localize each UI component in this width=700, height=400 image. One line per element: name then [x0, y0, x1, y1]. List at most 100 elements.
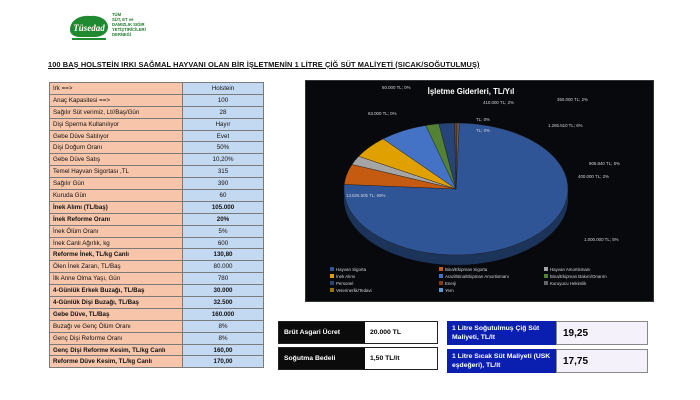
logo-wordmark: Tüsedad — [73, 23, 105, 33]
cooled-milk-cost-label: 1 Litre Soğutulmuş Çiğ Süt Maliyeti, TL/… — [447, 321, 556, 345]
parameter-label: Dişi Doğum Oranı — [49, 141, 183, 155]
legend-entry: Yem — [445, 288, 454, 293]
parameter-value: 390 — [182, 177, 264, 191]
parameter-label: Irk ==> — [49, 82, 183, 95]
parameter-label: Gebe Düve, TL/Baş — [49, 307, 183, 321]
legend-entry: Kuruyucu Hekimlik — [550, 281, 587, 286]
warm-milk-cost-label: 1 Litre Sıcak Süt Maliyeti (USK eşdeğeri… — [447, 349, 556, 373]
legend-swatch — [544, 281, 548, 285]
parameter-row: Sağılır Süt verimiz, Lt//Baş/Gün 28 — [49, 105, 264, 119]
parameter-row: Sağılır Gün 390 — [49, 177, 264, 191]
parameter-value: 28 — [182, 105, 264, 119]
legend-swatch — [439, 288, 443, 292]
pie-data-label: 13.825.505 TL; 69% — [346, 193, 386, 198]
legend-swatch — [330, 274, 334, 278]
parameter-label: Sağılır Gün — [49, 177, 183, 191]
parameter-value: 30.000 — [182, 284, 264, 298]
parameter-row: Gebe Düve Satış 10,20% — [49, 153, 264, 167]
pie-data-label: 400.000 TL; 2% — [578, 174, 609, 179]
parameter-row: Ölen İnek Zararı, TL/Baş 80.000 — [49, 260, 264, 274]
legend-entry: Hayvan Amortismanı — [550, 267, 591, 272]
parameter-row: İnek Canlı Ağırlık, kg 600 — [49, 236, 264, 250]
parameter-label: 4-Günlük Erkek Buzağı, TL/Baş — [49, 284, 183, 298]
association-logo: Tüsedad — [70, 15, 108, 40]
parameter-value: 105.000 — [182, 200, 264, 214]
parameters-table: Irk ==> Holstein Anaç Kapasitesi ==> 100 Sa… — [49, 82, 264, 369]
legend-entry: Bina/Ekipman Bakım/Onarım — [550, 274, 607, 279]
legend-swatch — [330, 267, 334, 271]
parameter-value: Evet — [182, 129, 264, 143]
parameter-row: Gebe Düve Satılıyor Evet — [49, 129, 264, 143]
parameter-label: Gebe Düve Satılıyor — [49, 129, 183, 143]
parameter-value: 780 — [182, 272, 264, 286]
parameter-label: Kuruda Gün — [49, 189, 183, 202]
parameter-row: Temel Hayvan Sigortası ,TL 315 — [49, 165, 264, 179]
pie-data-label: 905.840 TL; 5% — [589, 161, 620, 166]
parameter-value: 8% — [182, 319, 264, 333]
parameter-row: İnek Reforme Oranı 20% — [49, 212, 264, 226]
parameter-value: 5% — [182, 224, 264, 238]
legend-entry: Enerji — [445, 281, 456, 286]
parameter-label: Anaç Kapasitesi ==> — [49, 93, 183, 107]
parameter-value: 315 — [182, 165, 264, 179]
minimum-wage-label: Brüt Asgari Ücret — [279, 322, 365, 343]
parameter-row: Reforme İnek, TL/kg Canlı 130,80 — [49, 248, 264, 262]
legend-swatch — [439, 267, 443, 271]
parameter-value: 60 — [182, 189, 264, 202]
legend-entry: Bina/Ekipman Sigorta — [445, 267, 488, 272]
expenses-pie-chart: İşletme Giderleri, TL/Yıl 13.825.505 TL; … — [305, 80, 654, 302]
cost-results: 1 Litre Soğutulmuş Çiğ Süt Maliyeti, TL/… — [447, 321, 667, 377]
legend-entry: İnek Alımı — [336, 274, 355, 279]
parameter-row: Dişi Doğum Oranı 50% — [49, 141, 264, 155]
legend-entry: Hayvan Sigorta — [336, 267, 367, 272]
parameter-row: Genç Dişi Reforme Oranı 8% — [49, 331, 264, 345]
parameter-row: 4-Günlük Dişi Buzağı, TL/Baş 32.500 — [49, 296, 264, 309]
parameter-row: Dişi Sperma Kullanılıyor Hayır — [49, 117, 264, 131]
parameter-value: 160.000 — [182, 307, 264, 321]
parameter-label: Reforme İnek, TL/kg Canlı — [49, 248, 183, 262]
warm-milk-cost-row: 1 Litre Sıcak Süt Maliyeti (USK eşdeğeri… — [447, 349, 667, 373]
parameter-value: 20% — [182, 212, 264, 226]
parameter-row: İlk Anne Olma Yaşı, Gün 780 — [49, 272, 264, 286]
parameter-label: Dişi Sperma Kullanılıyor — [49, 117, 183, 131]
parameter-value: 100 — [182, 93, 264, 107]
parameter-label: Genç Dişi Reforme Kesim, TL/kg Canlı — [49, 343, 183, 357]
parameter-label: Temel Hayvan Sigortası ,TL — [49, 165, 183, 179]
cost-inputs: Brüt Asgari Ücret 20.000 TL Soğutma Bede… — [278, 321, 438, 370]
parameter-label: İlk Anne Olma Yaşı, Gün — [49, 272, 183, 286]
parameter-value: 32.500 — [182, 296, 264, 309]
parameter-row: Reforme Düve Kesim, TL/kg Canlı 170,00 — [49, 355, 264, 369]
minimum-wage-row: Brüt Asgari Ücret 20.000 TL — [278, 321, 438, 344]
parameter-row: 4-Günlük Erkek Buzağı, TL/Baş 30.000 — [49, 284, 264, 298]
parameter-label: İnek Alımı (TL/baş) — [49, 200, 183, 214]
parameter-row: Gebe Düve, TL/Baş 160.000 — [49, 307, 264, 321]
parameter-label: Sağılır Süt verimiz, Lt//Baş/Gün — [49, 105, 183, 119]
parameter-value: 600 — [182, 236, 264, 250]
pie-slice — [455, 122, 460, 190]
parameter-value: 160,00 — [182, 343, 264, 357]
legend-swatch — [330, 281, 334, 285]
parameter-label: Ölen İnek Zararı, TL/Baş — [49, 260, 183, 274]
parameter-value: 10,20% — [182, 153, 264, 167]
legend-entry: Personel — [336, 281, 353, 286]
parameter-row: İnek Ölüm Oranı 5% — [49, 224, 264, 238]
parameter-value: 50% — [182, 141, 264, 155]
parameter-value: 170,00 — [182, 355, 264, 369]
warm-milk-cost-value: 17,75 — [556, 349, 648, 373]
parameter-label: Buzağı ve Genç Ölüm Oranı — [49, 319, 183, 333]
parameter-value: Hayır — [182, 117, 264, 131]
parameter-row: Genç Dişi Reforme Kesim, TL/kg Canlı 160,… — [49, 343, 264, 357]
parameter-value: 80.000 — [182, 260, 264, 274]
parameter-label: İnek Canlı Ağırlık, kg — [49, 236, 183, 250]
parameter-row: Anaç Kapasitesi ==> 100 — [49, 93, 264, 107]
parameter-label: Reforme Düve Kesim, TL/kg Canlı — [49, 355, 183, 369]
legend-swatch — [544, 274, 548, 278]
chart-title: İşletme Giderleri, TL/Yıl — [428, 87, 515, 96]
pie-data-label: 60.000 TL; 0% — [382, 85, 411, 90]
legend-entry: Veterinerlik/Tedavi — [336, 288, 372, 293]
parameter-value: 130,80 — [182, 248, 264, 262]
cooled-milk-cost-row: 1 Litre Soğutulmuş Çiğ Süt Maliyeti, TL/… — [447, 321, 667, 345]
pie-data-label: 350.000 TL; 2% — [557, 97, 588, 102]
cooling-fee-label: Soğutma Bedeli — [279, 348, 365, 369]
minimum-wage-value: 20.000 TL — [365, 322, 437, 343]
